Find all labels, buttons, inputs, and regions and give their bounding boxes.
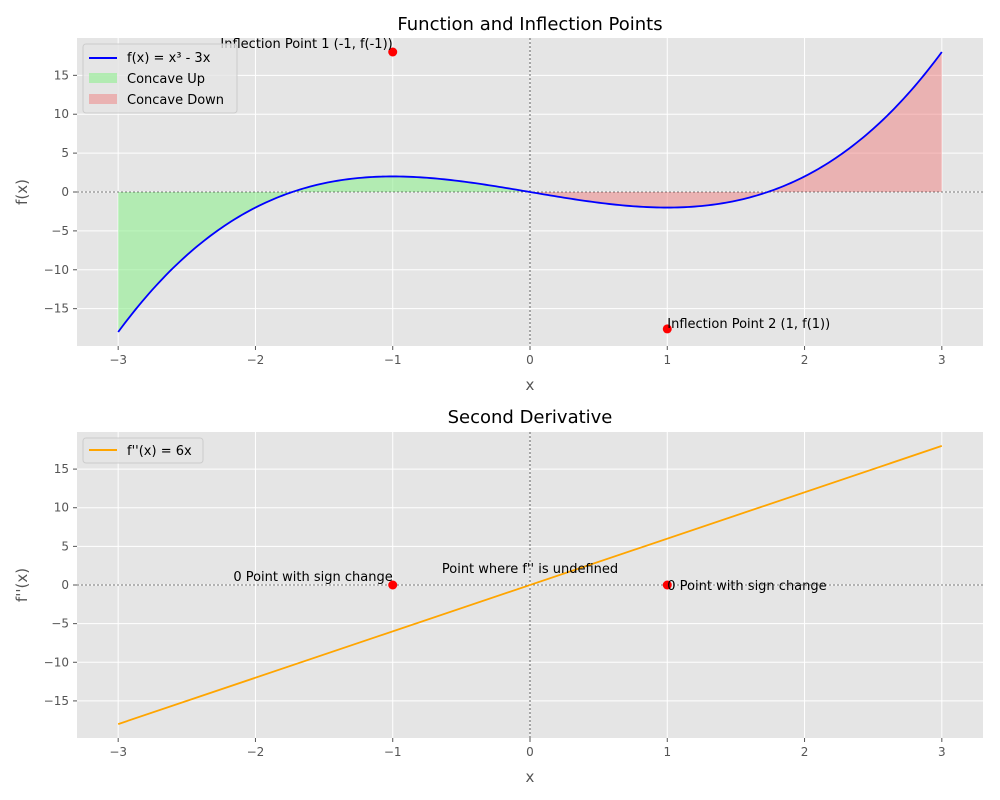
x-tick-label: 1 (663, 745, 671, 759)
annotation: Point where f'' is undefined (442, 562, 618, 577)
data-point (388, 580, 398, 590)
y-ticks-function: −15 −10 −5 0 5 10 15 (44, 68, 77, 316)
annotations-second-derivative: 0 Point with sign change 0 Point with sig… (233, 562, 826, 594)
y-axis-label: f''(x) (13, 568, 31, 602)
data-point (662, 580, 672, 590)
y-tick-label: −5 (51, 617, 69, 631)
y-tick-label: 15 (54, 462, 69, 476)
y-tick-label: −5 (51, 224, 69, 238)
x-tick-label: 2 (801, 745, 809, 759)
legend-box (82, 43, 238, 114)
x-tick-label: −1 (384, 745, 402, 759)
y-tick-label: 5 (61, 539, 69, 553)
y-tick-label: −15 (44, 302, 69, 316)
x-tick-label: −2 (247, 353, 265, 367)
x-ticks-second-derivative: −3 −2 −1 0 1 2 3 (109, 738, 946, 759)
chart-second-derivative: 0 Point with sign change 0 Point with sig… (13, 407, 983, 786)
x-tick-label: −2 (247, 745, 265, 759)
x-tick-label: −3 (109, 745, 127, 759)
y-ticks-second-derivative: −15 −10 −5 0 5 10 15 (44, 462, 77, 708)
annotation: Inflection Point 2 (1, f(1)) (667, 317, 830, 332)
annotation: 0 Point with sign change (233, 570, 392, 585)
legend-swatch-concave-up (89, 73, 117, 83)
annotation: 0 Point with sign change (667, 579, 826, 594)
points-second-derivative (388, 580, 672, 590)
y-tick-label: 5 (61, 146, 69, 160)
fills-function (118, 52, 942, 332)
x-tick-label: 0 (526, 353, 534, 367)
y-tick-label: 10 (54, 107, 69, 121)
legend-label-fpp: f''(x) = 6x (127, 444, 192, 459)
legend-label-concave-up: Concave Up (127, 72, 205, 87)
y-tick-label: 15 (54, 68, 69, 82)
y-tick-label: −15 (44, 694, 69, 708)
x-tick-label: −1 (384, 353, 402, 367)
legend-function: f(x) = x³ - 3x Concave Up Concave Down (82, 43, 238, 114)
y-tick-label: 0 (61, 185, 69, 199)
points-function (388, 47, 672, 334)
x-tick-label: 3 (938, 353, 946, 367)
y-tick-label: 10 (54, 501, 69, 515)
x-tick-label: 0 (526, 745, 534, 759)
data-point (662, 324, 672, 334)
fill-area (530, 52, 942, 208)
legend-box (82, 437, 204, 464)
x-tick-label: 3 (938, 745, 946, 759)
legend-label-f: f(x) = x³ - 3x (127, 51, 211, 66)
legend-second-derivative: f''(x) = 6x (82, 437, 204, 464)
x-tick-label: 1 (663, 353, 671, 367)
x-axis-label: x (526, 768, 535, 786)
x-tick-label: −3 (109, 353, 127, 367)
lines-function (117, 51, 943, 333)
legend-label-concave-down: Concave Down (127, 93, 224, 108)
data-point (388, 47, 398, 57)
y-tick-label: −10 (44, 655, 69, 669)
x-ticks-function: −3 −2 −1 0 1 2 3 (109, 346, 946, 367)
chart-title: Second Derivative (448, 407, 613, 428)
y-axis-label: f(x) (13, 179, 31, 205)
y-tick-label: 0 (61, 578, 69, 592)
chart-title: Function and Inflection Points (397, 14, 662, 35)
legend-swatch-concave-down (89, 94, 117, 104)
x-axis-label: x (526, 376, 535, 394)
annotation: Inflection Point 1 (-1, f(-1)) (220, 37, 392, 52)
series-line (117, 445, 943, 725)
y-tick-label: −10 (44, 263, 69, 277)
annotations-function: Inflection Point 1 (-1, f(-1)) Inflection… (220, 37, 830, 332)
x-tick-label: 2 (801, 353, 809, 367)
chart-function: Inflection Point 1 (-1, f(-1)) Inflection… (13, 14, 983, 394)
series-line (117, 51, 943, 333)
lines-second-derivative (117, 445, 943, 725)
fill-area (118, 176, 531, 332)
